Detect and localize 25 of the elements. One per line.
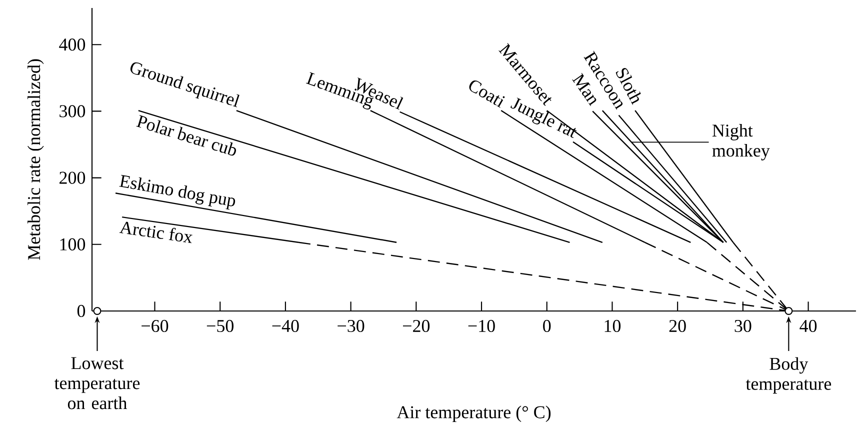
x-tick-label: −10 xyxy=(468,320,495,332)
y-tick-label: 300 xyxy=(60,105,86,118)
text: Arctic fox xyxy=(119,222,192,244)
y-axis-title: Metabolic rate (normalized) xyxy=(27,59,44,260)
x-tick-label: −20 xyxy=(402,320,430,332)
y-tick-label: 0 xyxy=(77,304,86,318)
x-tick-label: −30 xyxy=(338,320,364,332)
annotation: Body temperature xyxy=(746,357,832,394)
x-tick-label: −40 xyxy=(272,320,299,332)
x-tick-label: 0 xyxy=(543,320,551,332)
legend-label: Night monkey xyxy=(712,124,770,160)
y-tick-label: 100 xyxy=(60,238,86,250)
x-tick-label: −60 xyxy=(142,320,168,332)
y-tick-label: 400 xyxy=(59,38,86,51)
y-tick-label: 200 xyxy=(60,172,86,184)
text: Eskimo dog pup xyxy=(119,174,236,210)
x-tick-label: 40 xyxy=(800,320,817,332)
x-tick-label: 30 xyxy=(734,320,752,332)
text: Ground squirrel xyxy=(130,62,240,108)
x-axis-title: Air temperature (° C) xyxy=(396,406,551,422)
annotation: Lowest temperature on earth xyxy=(54,357,140,410)
x-tick-label: 10 xyxy=(604,320,621,332)
x-tick-label: 20 xyxy=(669,320,686,332)
text: Polar bear cub xyxy=(136,115,236,156)
x-tick-label: −50 xyxy=(206,320,234,332)
